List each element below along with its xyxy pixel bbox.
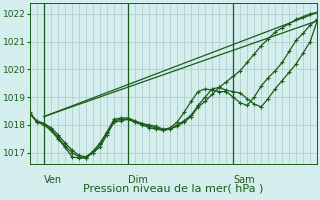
Text: Dim: Dim [128, 175, 148, 185]
Text: Sam: Sam [233, 175, 255, 185]
X-axis label: Pression niveau de la mer( hPa ): Pression niveau de la mer( hPa ) [84, 183, 264, 193]
Text: Ven: Ven [44, 175, 62, 185]
